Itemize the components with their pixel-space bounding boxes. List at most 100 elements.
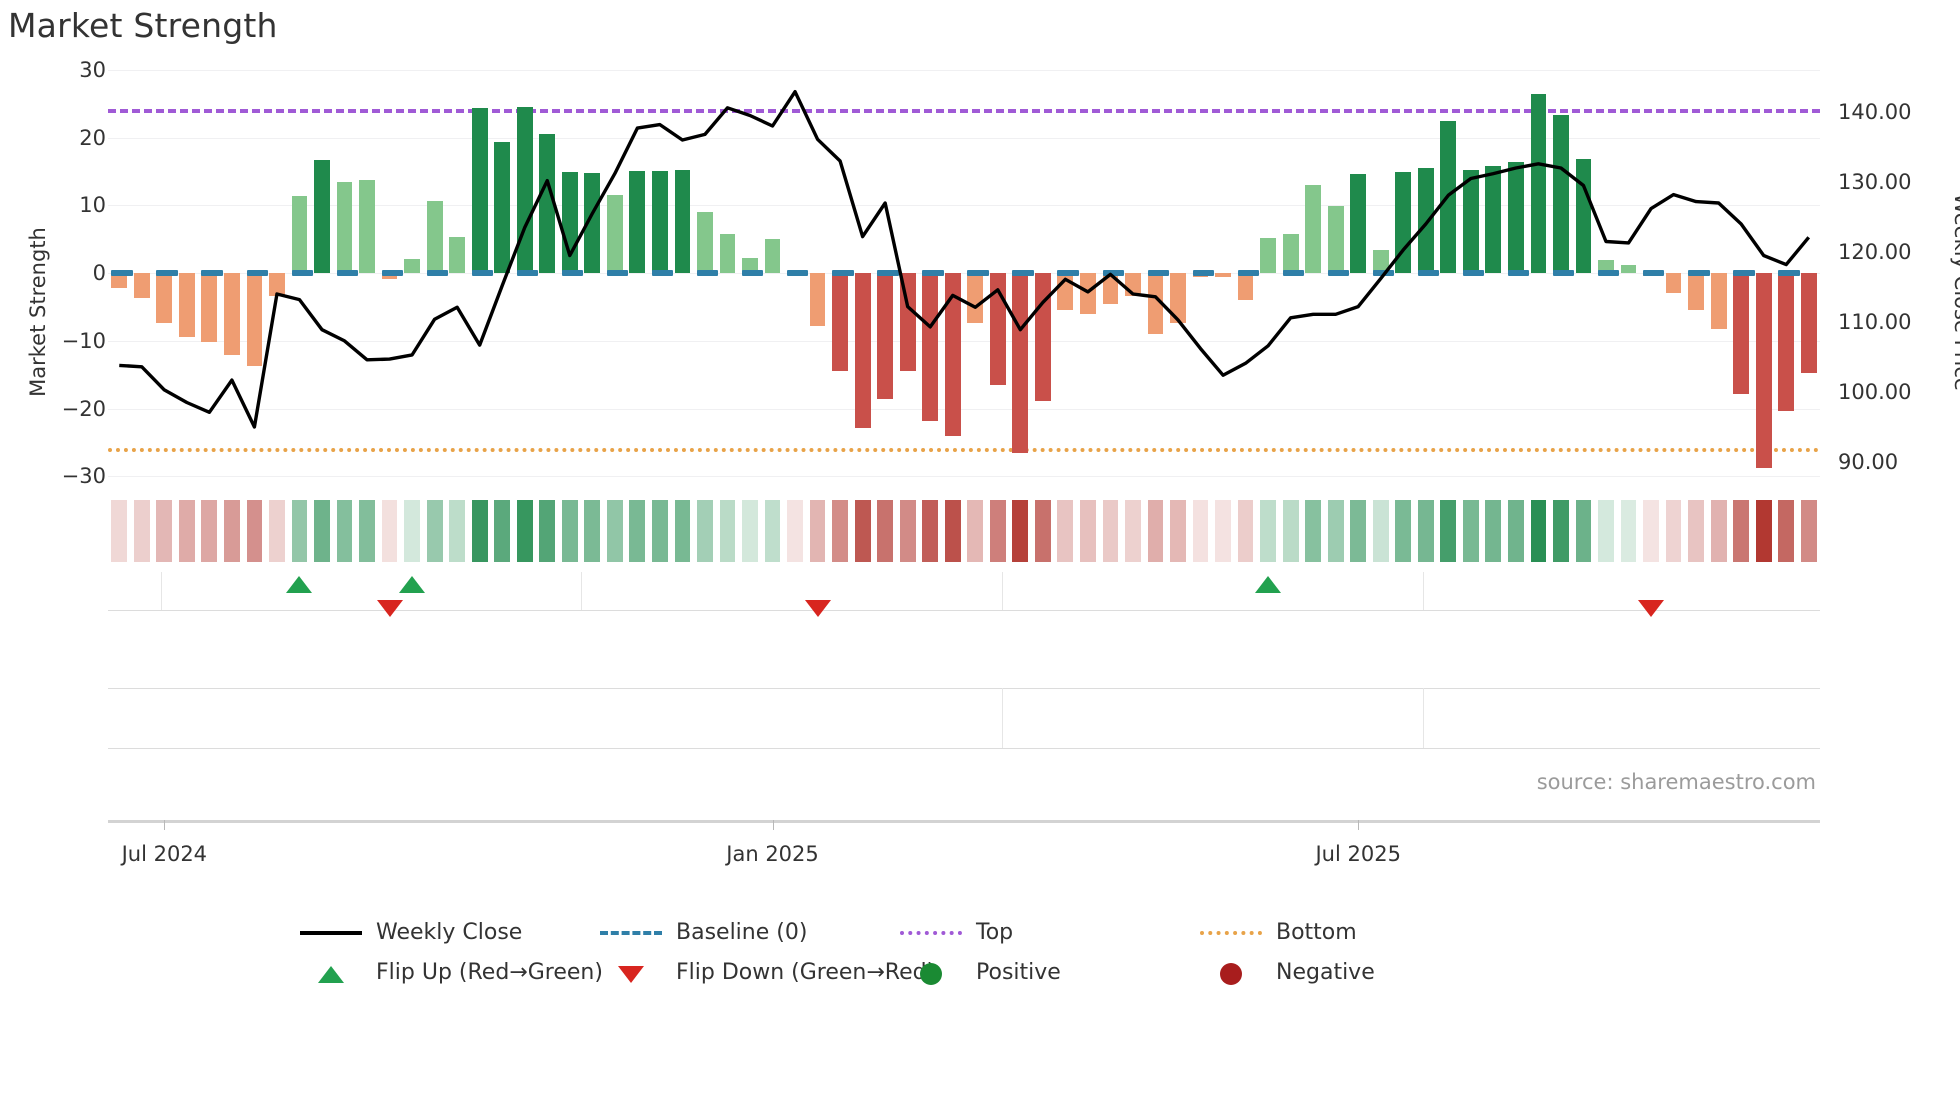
bar — [359, 179, 375, 274]
flip-panel-tick — [1001, 572, 1003, 610]
bar — [1462, 170, 1479, 274]
heat-cell — [561, 500, 578, 562]
flip-up-marker — [1255, 576, 1282, 593]
chart-legend: Weekly Close Baseline (0) Top Bottom Flip U… — [300, 920, 1660, 1000]
heat-cell — [764, 500, 781, 562]
bar — [1327, 206, 1344, 274]
y-axis-right-label: Weekly Close Price — [1950, 193, 1960, 391]
x-tick-mark — [772, 820, 774, 830]
bar — [697, 212, 713, 274]
legend-item[interactable]: Positive — [900, 960, 1061, 985]
y-tick-label: −30 — [61, 464, 106, 489]
bar — [877, 273, 894, 400]
y-tick-label-right: 110.00 — [1838, 310, 1912, 334]
baseline-segment — [967, 270, 989, 277]
strength-heat-strip — [108, 500, 1820, 562]
legend-label: Weekly Close — [376, 920, 523, 945]
heat-cell — [1575, 500, 1592, 562]
gridline — [108, 476, 1820, 478]
bar — [629, 170, 646, 274]
gridline — [108, 205, 1820, 207]
legend-item[interactable]: Bottom — [1200, 920, 1357, 945]
bar — [201, 273, 218, 342]
heat-cell — [426, 500, 443, 562]
heat-cell — [471, 500, 488, 562]
dotted-line-icon — [900, 922, 962, 944]
legend-label: Positive — [976, 960, 1061, 985]
legend-item[interactable]: Flip Down (Green→Red) — [600, 960, 935, 985]
heat-cell — [178, 500, 195, 562]
legend-item[interactable]: Top — [900, 920, 1013, 945]
bar — [314, 160, 330, 274]
reference-line-top — [108, 108, 1820, 113]
baseline-segment — [1282, 270, 1305, 277]
flip-up-marker — [286, 576, 313, 593]
baseline-segment — [336, 270, 358, 277]
heat-cell — [494, 500, 511, 562]
baseline-segment — [426, 270, 449, 277]
legend-label: Baseline (0) — [676, 920, 808, 945]
legend-item[interactable]: Negative — [1200, 960, 1375, 985]
bar — [1350, 173, 1367, 274]
flip-up-marker — [399, 576, 426, 593]
heat-cell — [1620, 500, 1637, 562]
bar — [1508, 162, 1524, 274]
heat-cell — [719, 500, 736, 562]
flip-panel-tick — [161, 572, 163, 610]
heat-cell — [922, 500, 939, 562]
heat-cell — [697, 500, 713, 562]
bar — [989, 273, 1006, 385]
legend-label: Flip Up (Red→Green) — [376, 960, 603, 985]
baseline-segment — [697, 270, 719, 277]
heat-cell — [1417, 500, 1434, 562]
dotted-line-icon — [1200, 922, 1262, 944]
heat-cell — [854, 500, 871, 562]
baseline-segment — [246, 270, 268, 277]
bar — [1778, 273, 1795, 411]
heat-cell — [156, 500, 173, 562]
bar — [1733, 273, 1750, 394]
bar — [381, 273, 398, 280]
heat-cell — [1327, 500, 1344, 562]
baseline-segment — [1778, 270, 1800, 277]
flip-down-marker — [376, 600, 403, 617]
panel-divider — [108, 748, 1820, 749]
heat-cell — [449, 500, 466, 562]
bar — [1665, 273, 1682, 293]
bar — [1237, 273, 1254, 300]
heat-cell — [989, 500, 1006, 562]
baseline-segment — [1553, 270, 1575, 277]
bar — [1598, 259, 1614, 274]
bar — [854, 273, 871, 428]
bar — [1305, 185, 1322, 274]
bar — [764, 239, 781, 274]
bar — [1710, 273, 1727, 329]
x-tick-mark — [1358, 820, 1360, 830]
legend-item[interactable]: Baseline (0) — [600, 920, 807, 945]
heat-cell — [1192, 500, 1209, 562]
triangle-up-icon — [300, 962, 362, 984]
bar — [1755, 273, 1772, 468]
flip-panel-tick — [580, 572, 582, 610]
heat-cell — [1170, 500, 1186, 562]
heat-cell — [1305, 500, 1322, 562]
baseline-segment — [1417, 270, 1440, 277]
heat-cell — [1260, 500, 1276, 562]
weekly-close-line — [119, 90, 1811, 429]
baseline-segment — [1462, 270, 1485, 277]
y-tick-label: 30 — [79, 58, 106, 82]
bar — [1575, 158, 1592, 274]
heat-cell — [809, 500, 826, 562]
gridline — [108, 70, 1820, 71]
legend-item[interactable]: Weekly Close — [300, 920, 522, 945]
bar — [494, 141, 511, 274]
heat-cell — [404, 500, 420, 562]
legend-item[interactable]: Flip Up (Red→Green) — [300, 960, 603, 985]
baseline-segment — [832, 270, 854, 277]
y-axis-left-label: Market Strength — [26, 227, 50, 397]
heat-cell — [1395, 500, 1412, 562]
baseline-segment — [1147, 270, 1169, 277]
panel-vtick — [1422, 688, 1424, 748]
heat-cell — [1215, 500, 1231, 562]
y-tick-label-right: 100.00 — [1838, 380, 1912, 404]
